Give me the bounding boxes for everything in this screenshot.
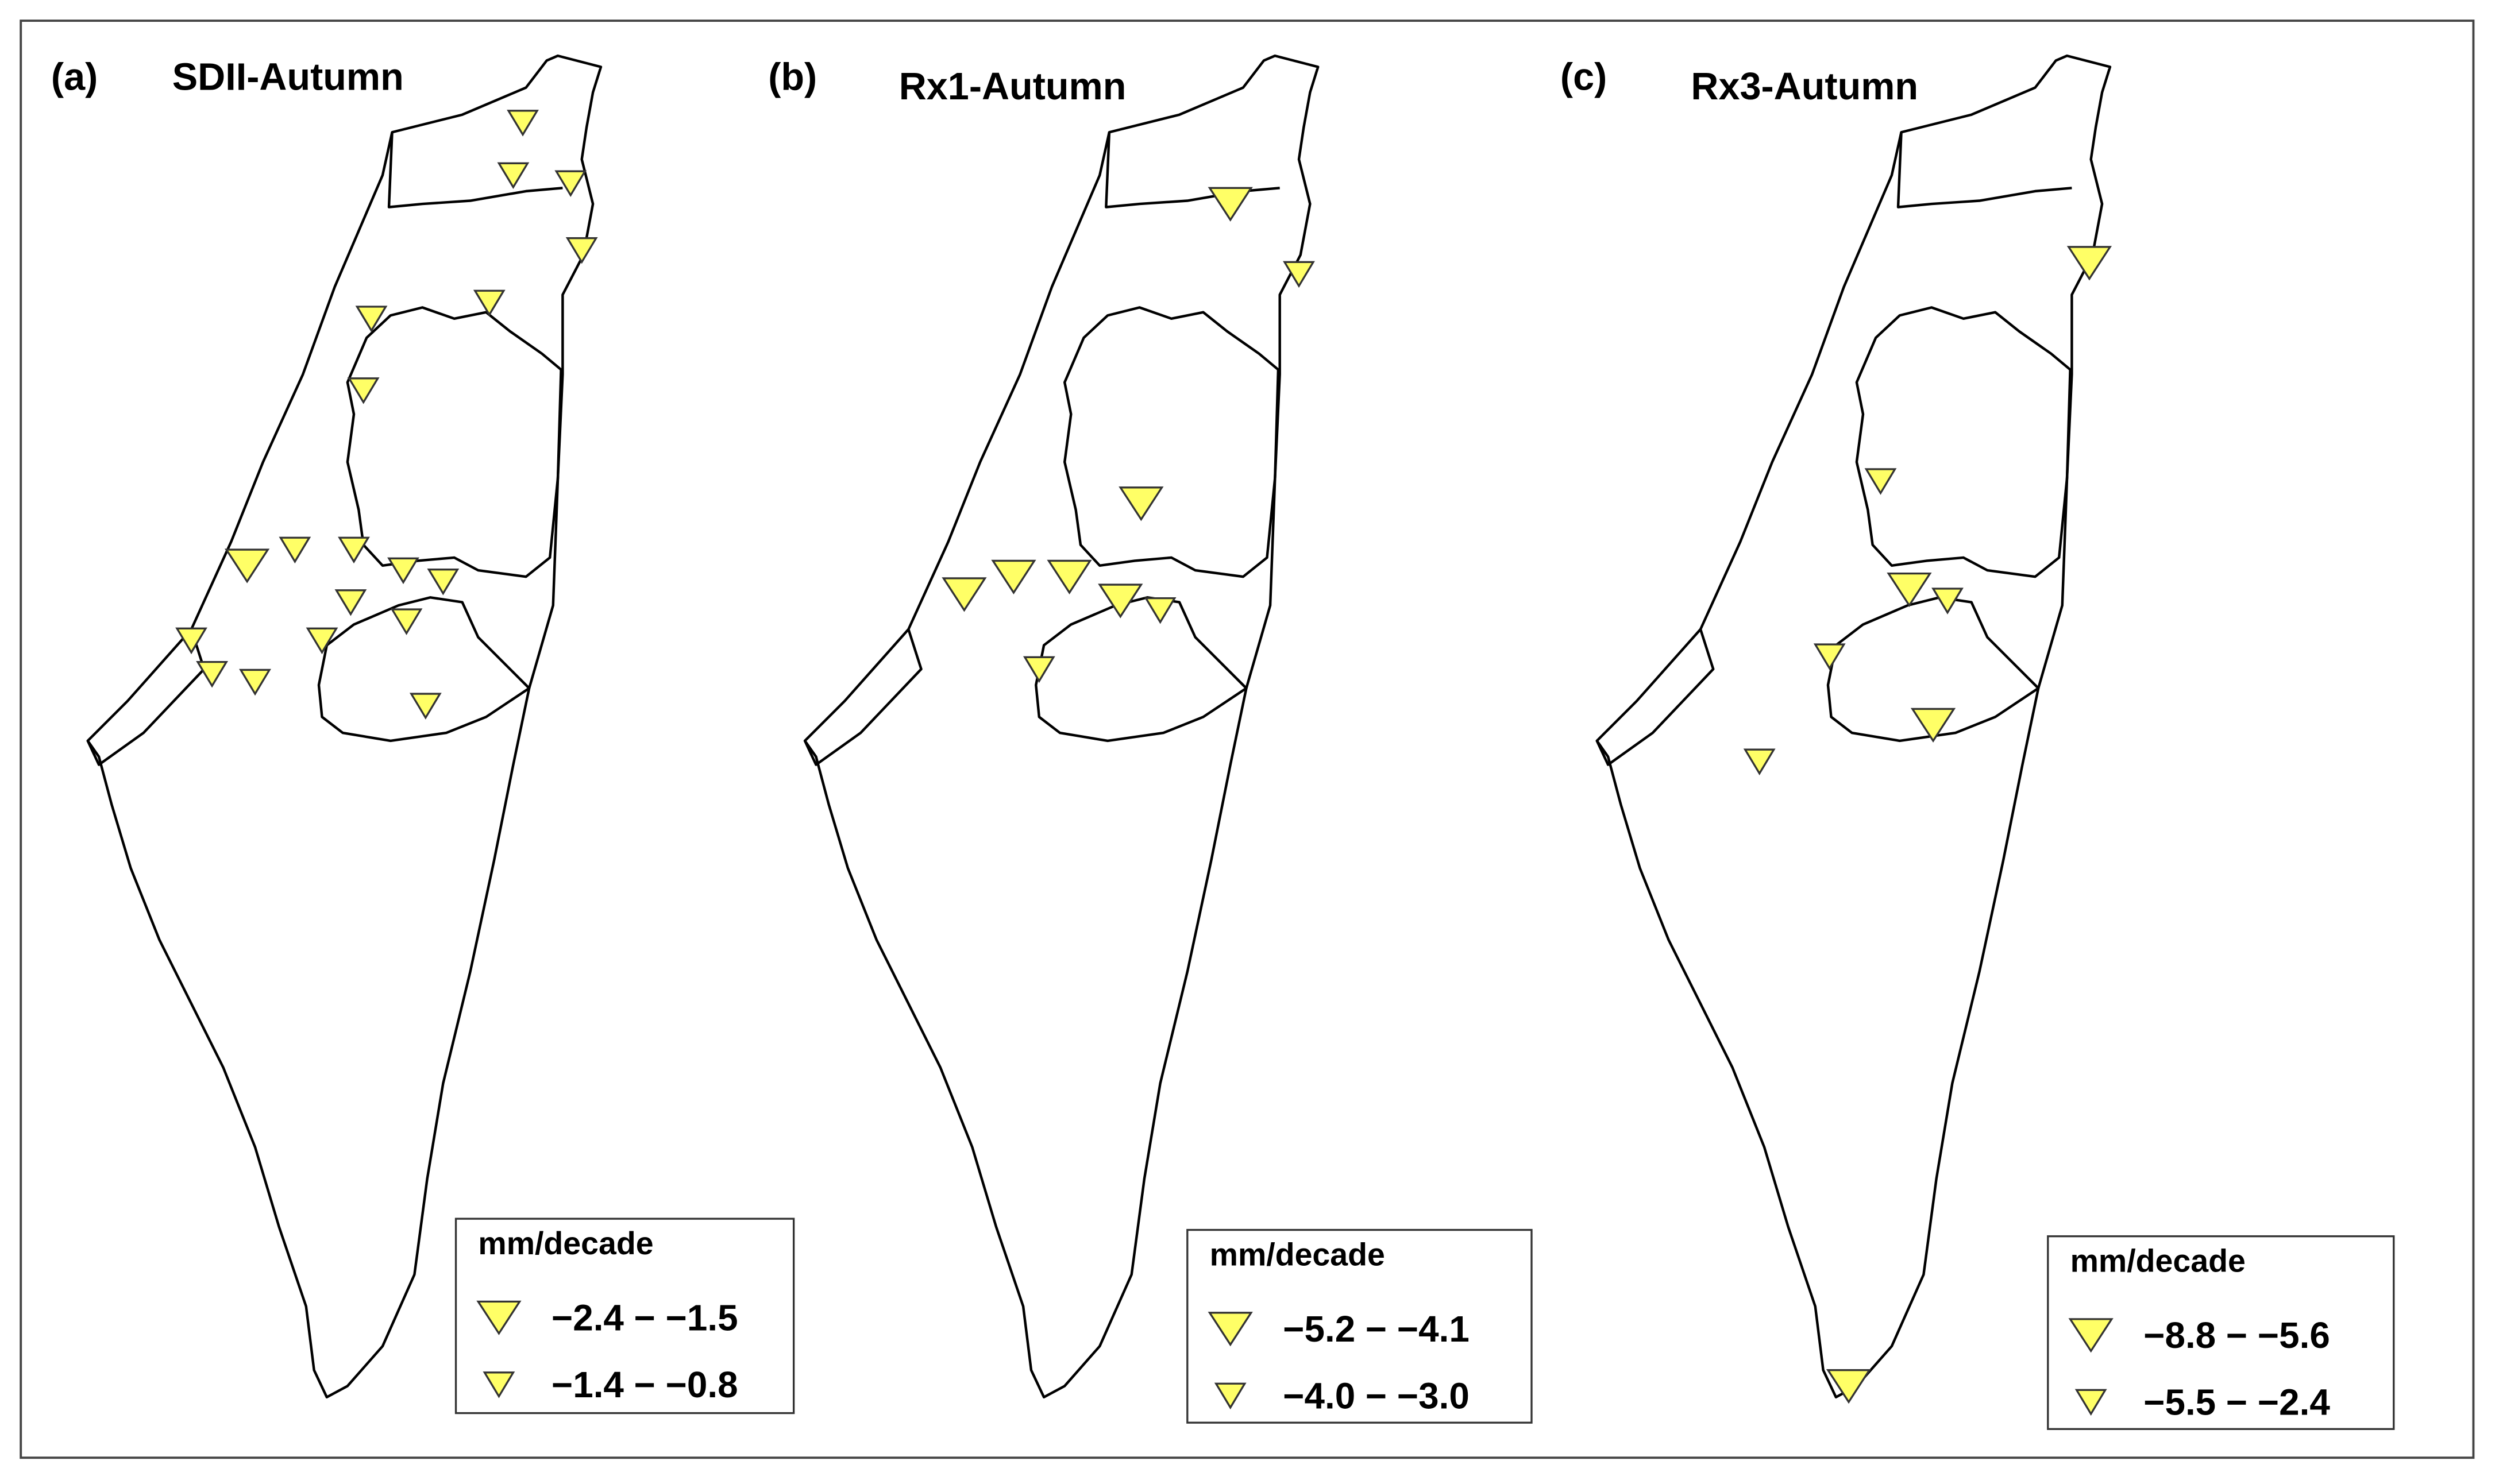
border: [346, 306, 562, 578]
legend-title: mm/decade: [478, 1226, 653, 1261]
border: [804, 629, 923, 766]
station-marker: [507, 110, 539, 137]
station-marker: [1931, 588, 1964, 615]
border: [317, 596, 531, 743]
station-marker: [497, 162, 530, 190]
border: [803, 54, 1320, 1399]
border: [1595, 54, 2112, 1399]
legend-entry: −1.4 − −0.8: [552, 1364, 738, 1405]
station-marker: [390, 608, 423, 635]
station-marker: [1208, 187, 1253, 222]
map-outline: [1595, 54, 2112, 1399]
border: [1105, 132, 1280, 208]
station-marker: [355, 306, 388, 333]
legend-entry: −8.8 − −5.6: [2143, 1315, 2330, 1356]
legend-entry: −4.0 − −3.0: [1283, 1375, 1470, 1416]
station-marker: [239, 668, 271, 696]
station-marker: [1144, 597, 1177, 624]
station-marker: [1826, 1369, 1872, 1404]
station-marker: [1119, 486, 1164, 521]
station-marker: [1887, 572, 1932, 608]
station-marker: [473, 289, 506, 317]
border: [1896, 132, 2072, 208]
panel-label: (b): [768, 56, 817, 98]
station-marker: [1864, 468, 1897, 495]
legend-symbol: [483, 1371, 515, 1398]
station-marker: [409, 693, 442, 720]
station-marker: [387, 557, 419, 585]
legend-symbol: [2068, 1318, 2114, 1353]
station-marker: [991, 559, 1036, 594]
legend-entry: −5.2 − −4.1: [1283, 1308, 1470, 1350]
map-panel: (c) Rx3-Autumn mm/decade −8.8 − −5.6 −5.5 − …: [1560, 54, 2395, 1430]
station-marker: [279, 536, 311, 564]
station-marker: [2066, 246, 2112, 281]
legend-title: mm/decade: [2070, 1243, 2246, 1278]
border: [1063, 306, 1280, 578]
panel-label: (a): [51, 56, 98, 98]
legend-box: [454, 1218, 795, 1415]
panel-label: (c): [1560, 56, 1607, 98]
panel-title: Rx1-Autumn: [899, 65, 1127, 108]
border: [1035, 596, 1248, 743]
border: [86, 54, 603, 1399]
station-marker: [338, 536, 370, 564]
station-marker: [225, 548, 270, 583]
station-marker: [1098, 583, 1143, 619]
station-marker: [175, 627, 207, 655]
station-marker: [196, 660, 229, 688]
frame: [20, 20, 2475, 1459]
border: [1595, 629, 1715, 766]
station-marker: [1023, 656, 1055, 683]
legend-symbol: [1214, 1382, 1247, 1410]
legend-symbol: [2074, 1389, 2107, 1416]
map-outline: [86, 54, 603, 1399]
station-marker: [942, 577, 987, 612]
station-marker: [427, 569, 460, 596]
station-marker: [1047, 559, 1092, 594]
station-marker: [347, 377, 380, 404]
legend-symbol: [1208, 1312, 1253, 1347]
legend-title: mm/decade: [1210, 1236, 1385, 1272]
map-outline: [803, 54, 1320, 1399]
legend-box: [2047, 1235, 2395, 1430]
map-panel: (b) Rx1-Autumn mm/decade −5.2 − −4.1 −4.0 − …: [768, 54, 1533, 1424]
border: [1826, 596, 2040, 743]
legend-symbol: [476, 1300, 522, 1335]
station-marker: [1910, 708, 1956, 743]
legend-entry: −5.5 − −2.4: [2143, 1382, 2330, 1423]
station-marker: [1283, 261, 1315, 288]
map-panel: (a) SDII-Autumn mm/decade −2.4 − −1.5 −1.4 −…: [51, 54, 795, 1415]
border: [387, 132, 563, 208]
station-marker: [1743, 748, 1776, 776]
station-marker: [565, 237, 598, 264]
panel-title: Rx3-Autumn: [1691, 65, 1918, 108]
border: [86, 629, 206, 766]
station-marker: [334, 589, 367, 616]
station-marker: [554, 170, 587, 198]
border: [1855, 306, 2072, 578]
panel-title: SDII-Autumn: [172, 56, 404, 98]
legend-entry: −2.4 − −1.5: [552, 1297, 738, 1339]
station-marker: [306, 627, 338, 655]
legend-box: [1186, 1228, 1533, 1424]
station-marker: [1813, 643, 1846, 670]
